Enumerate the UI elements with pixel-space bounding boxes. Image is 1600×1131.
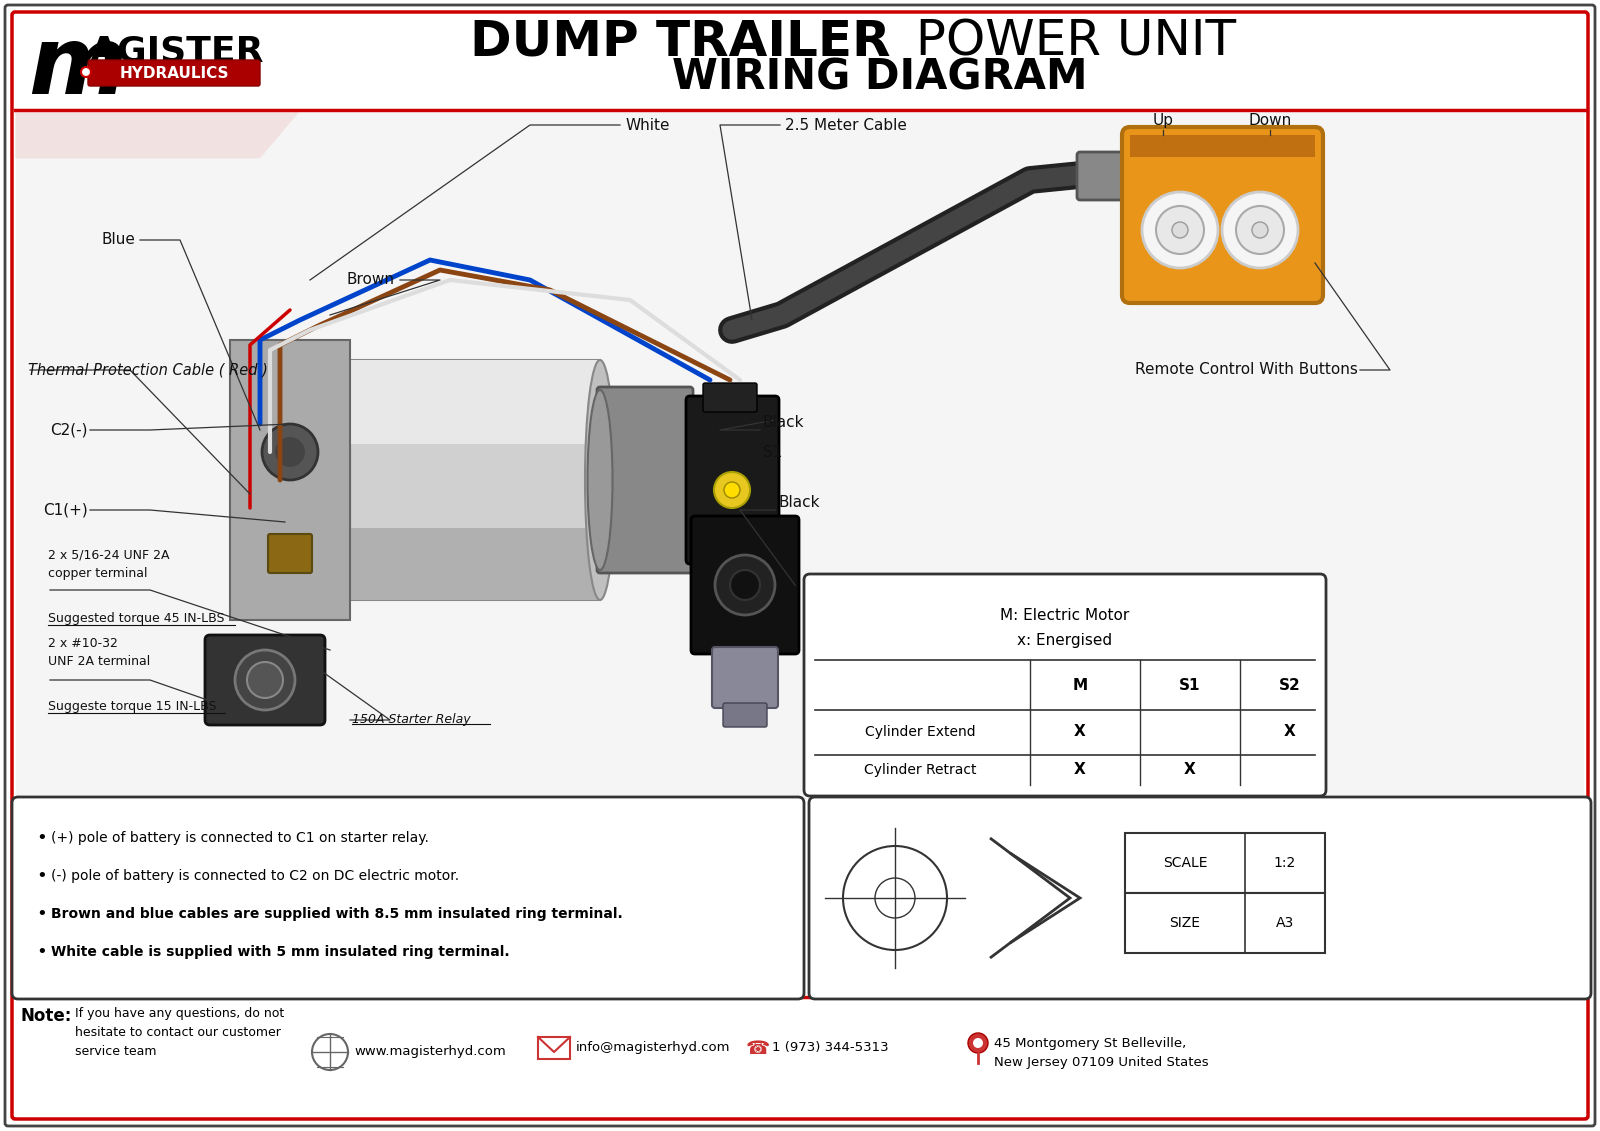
Text: 45 Montgomery St Belleville,
New Jersey 07109 United States: 45 Montgomery St Belleville, New Jersey … xyxy=(994,1037,1208,1069)
Polygon shape xyxy=(14,111,301,158)
Text: Blue: Blue xyxy=(101,233,134,248)
Text: ☎: ☎ xyxy=(746,1038,770,1057)
Text: Suggested torque 45 IN-LBS: Suggested torque 45 IN-LBS xyxy=(48,612,224,625)
FancyBboxPatch shape xyxy=(1125,893,1325,953)
FancyBboxPatch shape xyxy=(88,60,259,86)
Circle shape xyxy=(235,650,294,710)
Ellipse shape xyxy=(587,390,613,570)
Text: Up: Up xyxy=(1152,113,1173,128)
Text: Black: Black xyxy=(778,495,819,510)
FancyBboxPatch shape xyxy=(805,575,1326,796)
Text: Cylinder Retract: Cylinder Retract xyxy=(864,763,976,777)
Circle shape xyxy=(1222,192,1298,268)
Text: DUMP TRAILER: DUMP TRAILER xyxy=(469,18,890,66)
FancyBboxPatch shape xyxy=(16,113,1584,800)
FancyBboxPatch shape xyxy=(712,647,778,708)
FancyBboxPatch shape xyxy=(1077,152,1123,200)
Text: x: Energised: x: Energised xyxy=(1018,632,1112,648)
Text: Brown: Brown xyxy=(347,273,395,287)
Circle shape xyxy=(274,435,306,468)
Text: (-) pole of battery is connected to C2 on DC electric motor.: (-) pole of battery is connected to C2 o… xyxy=(51,869,459,883)
Circle shape xyxy=(1171,222,1187,238)
Text: 1:2: 1:2 xyxy=(1274,856,1296,870)
FancyBboxPatch shape xyxy=(702,383,757,412)
FancyBboxPatch shape xyxy=(5,5,1595,1126)
Text: If you have any questions, do not
hesitate to contact our customer
service team: If you have any questions, do not hesita… xyxy=(75,1007,285,1057)
FancyBboxPatch shape xyxy=(16,16,1584,111)
Text: 2 x #10-32
UNF 2A terminal: 2 x #10-32 UNF 2A terminal xyxy=(48,637,150,668)
Text: •: • xyxy=(35,867,46,884)
FancyBboxPatch shape xyxy=(691,516,798,654)
Text: Down: Down xyxy=(1248,113,1291,128)
FancyBboxPatch shape xyxy=(1125,834,1325,893)
Circle shape xyxy=(723,482,739,498)
FancyBboxPatch shape xyxy=(723,703,766,727)
Circle shape xyxy=(1142,192,1218,268)
Text: 2 x 5/16-24 UNF 2A
copper terminal: 2 x 5/16-24 UNF 2A copper terminal xyxy=(48,549,170,580)
Circle shape xyxy=(714,472,750,508)
Circle shape xyxy=(262,424,318,480)
Circle shape xyxy=(968,1033,989,1053)
Text: SIZE: SIZE xyxy=(1170,916,1200,930)
Text: Thermal Protection Cable ( Red ): Thermal Protection Cable ( Red ) xyxy=(29,363,267,378)
Text: X: X xyxy=(1184,762,1195,777)
FancyBboxPatch shape xyxy=(350,360,600,601)
Text: POWER UNIT: POWER UNIT xyxy=(899,18,1237,66)
FancyBboxPatch shape xyxy=(597,387,693,573)
Text: C1(+): C1(+) xyxy=(43,502,88,518)
Text: Cylinder Extend: Cylinder Extend xyxy=(864,725,976,739)
FancyBboxPatch shape xyxy=(1130,135,1315,157)
Text: 2.5 Meter Cable: 2.5 Meter Cable xyxy=(786,118,907,132)
Text: White: White xyxy=(626,118,669,132)
Text: White cable is supplied with 5 mm insulated ring terminal.: White cable is supplied with 5 mm insula… xyxy=(51,946,510,959)
FancyBboxPatch shape xyxy=(269,534,312,573)
Ellipse shape xyxy=(586,360,614,601)
Text: 150A Starter Relay: 150A Starter Relay xyxy=(352,714,470,726)
Text: Brown and blue cables are supplied with 8.5 mm insulated ring terminal.: Brown and blue cables are supplied with … xyxy=(51,907,622,921)
Circle shape xyxy=(1251,222,1267,238)
FancyBboxPatch shape xyxy=(13,797,805,999)
FancyBboxPatch shape xyxy=(1122,127,1323,303)
Text: SCALE: SCALE xyxy=(1163,856,1208,870)
Text: WIRING DIAGRAM: WIRING DIAGRAM xyxy=(672,57,1088,100)
Text: S1: S1 xyxy=(1179,677,1200,692)
FancyBboxPatch shape xyxy=(350,360,600,444)
Text: (+) pole of battery is connected to C1 on starter relay.: (+) pole of battery is connected to C1 o… xyxy=(51,831,429,845)
Text: 1 (973) 344-5313: 1 (973) 344-5313 xyxy=(771,1042,888,1054)
FancyBboxPatch shape xyxy=(810,797,1590,999)
Text: m: m xyxy=(29,21,126,114)
Text: X: X xyxy=(1074,725,1086,740)
FancyBboxPatch shape xyxy=(230,340,350,620)
Text: info@magisterhyd.com: info@magisterhyd.com xyxy=(576,1042,731,1054)
Text: Suggeste torque 15 IN-LBS: Suggeste torque 15 IN-LBS xyxy=(48,700,216,713)
Text: M: Electric Motor: M: Electric Motor xyxy=(1000,607,1130,622)
Text: Black: Black xyxy=(763,415,805,430)
Circle shape xyxy=(730,570,760,601)
Text: X: X xyxy=(1074,762,1086,777)
Circle shape xyxy=(82,67,91,77)
Circle shape xyxy=(1235,206,1283,254)
Text: www.magisterhyd.com: www.magisterhyd.com xyxy=(354,1045,506,1059)
Text: HYDRAULICS: HYDRAULICS xyxy=(120,66,229,80)
Text: •: • xyxy=(35,829,46,847)
Text: Note:: Note: xyxy=(19,1007,72,1025)
Text: S2: S2 xyxy=(778,525,797,539)
Text: S2: S2 xyxy=(1278,677,1301,692)
FancyBboxPatch shape xyxy=(350,528,600,601)
Circle shape xyxy=(715,555,774,615)
Text: M: M xyxy=(1072,677,1088,692)
Text: A3: A3 xyxy=(1275,916,1294,930)
Text: C2(-): C2(-) xyxy=(51,423,88,438)
Text: •: • xyxy=(35,905,46,923)
Text: X: X xyxy=(1285,725,1296,740)
FancyBboxPatch shape xyxy=(686,396,779,564)
Text: Remote Control With Buttons: Remote Control With Buttons xyxy=(1134,363,1358,378)
Circle shape xyxy=(1155,206,1205,254)
FancyBboxPatch shape xyxy=(205,634,325,725)
Circle shape xyxy=(246,662,283,698)
Text: AGISTER: AGISTER xyxy=(90,35,264,69)
Text: S1: S1 xyxy=(763,444,782,460)
Text: •: • xyxy=(35,943,46,961)
Circle shape xyxy=(973,1038,982,1048)
